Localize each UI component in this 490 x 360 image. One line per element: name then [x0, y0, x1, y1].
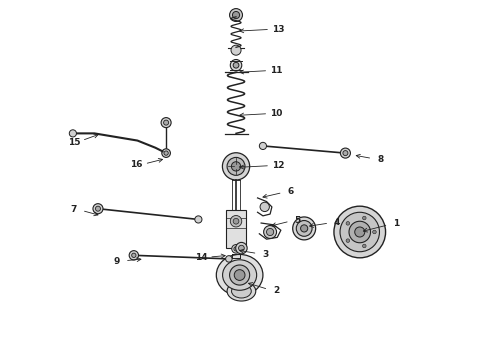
- Text: 13: 13: [272, 24, 284, 33]
- Text: 14: 14: [195, 253, 208, 262]
- Circle shape: [69, 130, 76, 137]
- Circle shape: [222, 153, 250, 180]
- Circle shape: [230, 9, 243, 22]
- Circle shape: [293, 217, 316, 240]
- Circle shape: [373, 230, 376, 234]
- Text: 6: 6: [288, 187, 294, 196]
- Circle shape: [195, 216, 202, 223]
- Ellipse shape: [216, 255, 263, 296]
- Text: 4: 4: [334, 218, 341, 227]
- Circle shape: [355, 227, 365, 237]
- Circle shape: [363, 244, 366, 248]
- Circle shape: [164, 120, 169, 125]
- Circle shape: [267, 228, 274, 235]
- Circle shape: [232, 244, 240, 253]
- Circle shape: [233, 62, 239, 68]
- Text: 11: 11: [270, 66, 282, 75]
- Text: 7: 7: [71, 205, 77, 214]
- Circle shape: [341, 148, 350, 158]
- Text: 2: 2: [273, 286, 279, 295]
- Circle shape: [346, 239, 350, 242]
- Circle shape: [236, 242, 247, 254]
- Circle shape: [230, 59, 242, 71]
- Circle shape: [343, 150, 348, 156]
- Text: 10: 10: [270, 109, 282, 118]
- Text: 15: 15: [68, 138, 80, 147]
- Ellipse shape: [222, 260, 257, 290]
- Circle shape: [227, 157, 245, 175]
- Circle shape: [231, 45, 241, 55]
- Circle shape: [334, 206, 386, 258]
- Text: 3: 3: [262, 250, 269, 259]
- Ellipse shape: [227, 281, 256, 301]
- FancyBboxPatch shape: [226, 211, 246, 248]
- Circle shape: [93, 204, 103, 214]
- Circle shape: [231, 162, 241, 171]
- Text: 1: 1: [393, 219, 399, 228]
- Circle shape: [340, 212, 379, 252]
- Circle shape: [239, 245, 245, 251]
- Text: 12: 12: [272, 161, 284, 170]
- Circle shape: [346, 221, 350, 225]
- Text: 8: 8: [377, 155, 383, 164]
- Circle shape: [225, 256, 232, 262]
- Circle shape: [300, 225, 308, 232]
- Text: 16: 16: [130, 161, 143, 170]
- Circle shape: [230, 265, 250, 285]
- Circle shape: [129, 251, 139, 260]
- Circle shape: [96, 206, 100, 211]
- Circle shape: [230, 216, 242, 227]
- Text: 5: 5: [294, 216, 301, 225]
- Circle shape: [264, 226, 276, 238]
- Circle shape: [259, 142, 267, 149]
- Circle shape: [234, 247, 238, 251]
- Text: 9: 9: [114, 257, 120, 266]
- Ellipse shape: [232, 284, 251, 298]
- Circle shape: [162, 149, 171, 157]
- Circle shape: [363, 216, 366, 220]
- Circle shape: [233, 219, 239, 224]
- Circle shape: [349, 221, 370, 243]
- Circle shape: [161, 118, 171, 128]
- Circle shape: [164, 151, 168, 155]
- Circle shape: [234, 270, 245, 280]
- Circle shape: [232, 12, 240, 19]
- Circle shape: [132, 253, 136, 257]
- Circle shape: [296, 221, 312, 236]
- Circle shape: [260, 202, 270, 212]
